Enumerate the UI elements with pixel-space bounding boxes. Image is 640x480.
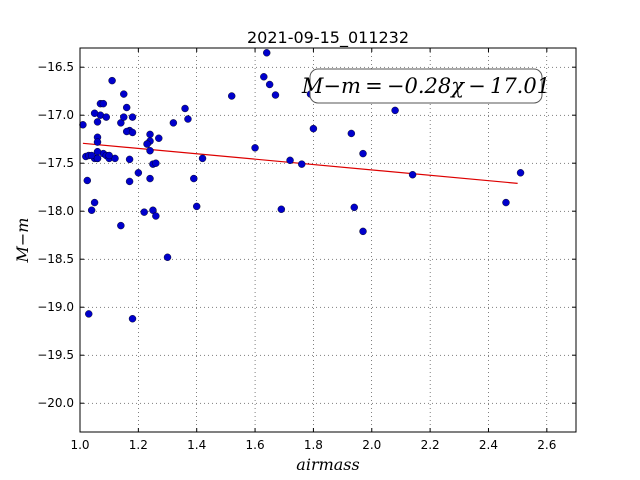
grid xyxy=(79,48,576,432)
y-tick-label: −19.0 xyxy=(37,300,74,314)
data-point xyxy=(260,73,268,81)
data-point xyxy=(125,177,134,186)
data-point xyxy=(146,130,154,139)
data-point xyxy=(347,129,356,138)
data-point xyxy=(122,103,131,112)
data-point xyxy=(193,202,201,211)
y-tick-label: −18.0 xyxy=(37,204,74,218)
y-tick-label: −16.5 xyxy=(37,60,74,74)
data-point xyxy=(90,198,99,207)
data-point xyxy=(93,154,102,163)
data-point xyxy=(263,49,271,57)
plot-frame xyxy=(79,47,577,433)
data-point xyxy=(184,115,192,123)
x-tick-label: 2.6 xyxy=(537,438,556,452)
data-point xyxy=(181,104,189,113)
data-point xyxy=(111,154,119,163)
x-tick-label: 1.2 xyxy=(129,438,148,452)
y-tick-label: −20.0 xyxy=(37,396,74,410)
data-point xyxy=(120,90,128,98)
data-point xyxy=(128,113,137,121)
data-point xyxy=(117,221,125,230)
data-point xyxy=(93,118,102,126)
data-point xyxy=(198,154,207,163)
data-point xyxy=(286,156,294,165)
data-point xyxy=(391,106,399,115)
data-point xyxy=(102,113,110,121)
y-tick-label: −18.5 xyxy=(37,252,74,266)
x-tick-label: 1.8 xyxy=(304,438,323,452)
ticks: 1.0 1.2 1.4 1.6 1.8 2.0 2.2 2.4 2.6 −16.5 −17.0 −17… xyxy=(37,48,576,452)
data-point xyxy=(228,92,236,100)
data-point xyxy=(143,140,151,148)
data-point xyxy=(87,206,96,214)
data-point xyxy=(85,310,93,318)
fit-equation-box: M−m = −0.28χ − 17.01 xyxy=(301,68,550,104)
data-point xyxy=(277,205,286,213)
data-point xyxy=(271,91,280,99)
x-axis-title: airmass xyxy=(296,455,359,474)
data-point xyxy=(140,208,148,216)
y-tick-label: −19.5 xyxy=(37,348,74,362)
data-point xyxy=(169,119,178,127)
data-point xyxy=(87,151,96,160)
data-point xyxy=(134,169,143,177)
data-point xyxy=(99,99,108,108)
y-tick-label: −17.5 xyxy=(37,156,74,170)
data-point xyxy=(155,134,163,142)
data-point xyxy=(93,138,102,146)
data-point xyxy=(128,128,137,137)
data-point xyxy=(125,155,134,164)
data-point xyxy=(108,76,116,85)
x-tick-label: 2.2 xyxy=(421,438,440,452)
data-point xyxy=(120,113,128,121)
data-point xyxy=(359,149,367,158)
data-point xyxy=(516,169,525,177)
x-tick-label: 2.0 xyxy=(362,438,381,452)
data-point xyxy=(309,124,318,133)
data-point xyxy=(128,315,137,323)
data-point xyxy=(105,151,113,160)
data-point xyxy=(152,212,160,220)
data-point xyxy=(83,176,91,185)
plot-background xyxy=(80,48,576,432)
data-point xyxy=(190,174,198,183)
data-point xyxy=(90,109,99,117)
data-point xyxy=(298,160,306,168)
data-point xyxy=(265,80,274,89)
data-point xyxy=(163,253,172,261)
data-point xyxy=(79,121,87,129)
x-tick-label: 2.4 xyxy=(479,438,498,452)
fit-equation-frame xyxy=(309,68,543,104)
x-tick-label: 1.6 xyxy=(246,438,265,452)
data-point xyxy=(408,171,417,179)
data-point xyxy=(152,159,160,167)
data-point xyxy=(146,147,154,155)
y-tick-label: −17.0 xyxy=(37,108,74,122)
fit-equation: M−m = −0.28χ − 17.01 xyxy=(301,74,550,98)
data-points xyxy=(79,49,525,323)
x-tick-label: 1.0 xyxy=(70,438,89,452)
data-point xyxy=(502,198,510,207)
data-point xyxy=(359,227,367,236)
data-point xyxy=(350,203,358,212)
data-point xyxy=(146,174,154,183)
chart-title: 2021-09-15_011232 xyxy=(247,28,409,48)
y-axis-title: M−m xyxy=(13,218,32,264)
x-tick-label: 1.4 xyxy=(187,438,206,452)
data-point xyxy=(251,144,259,152)
